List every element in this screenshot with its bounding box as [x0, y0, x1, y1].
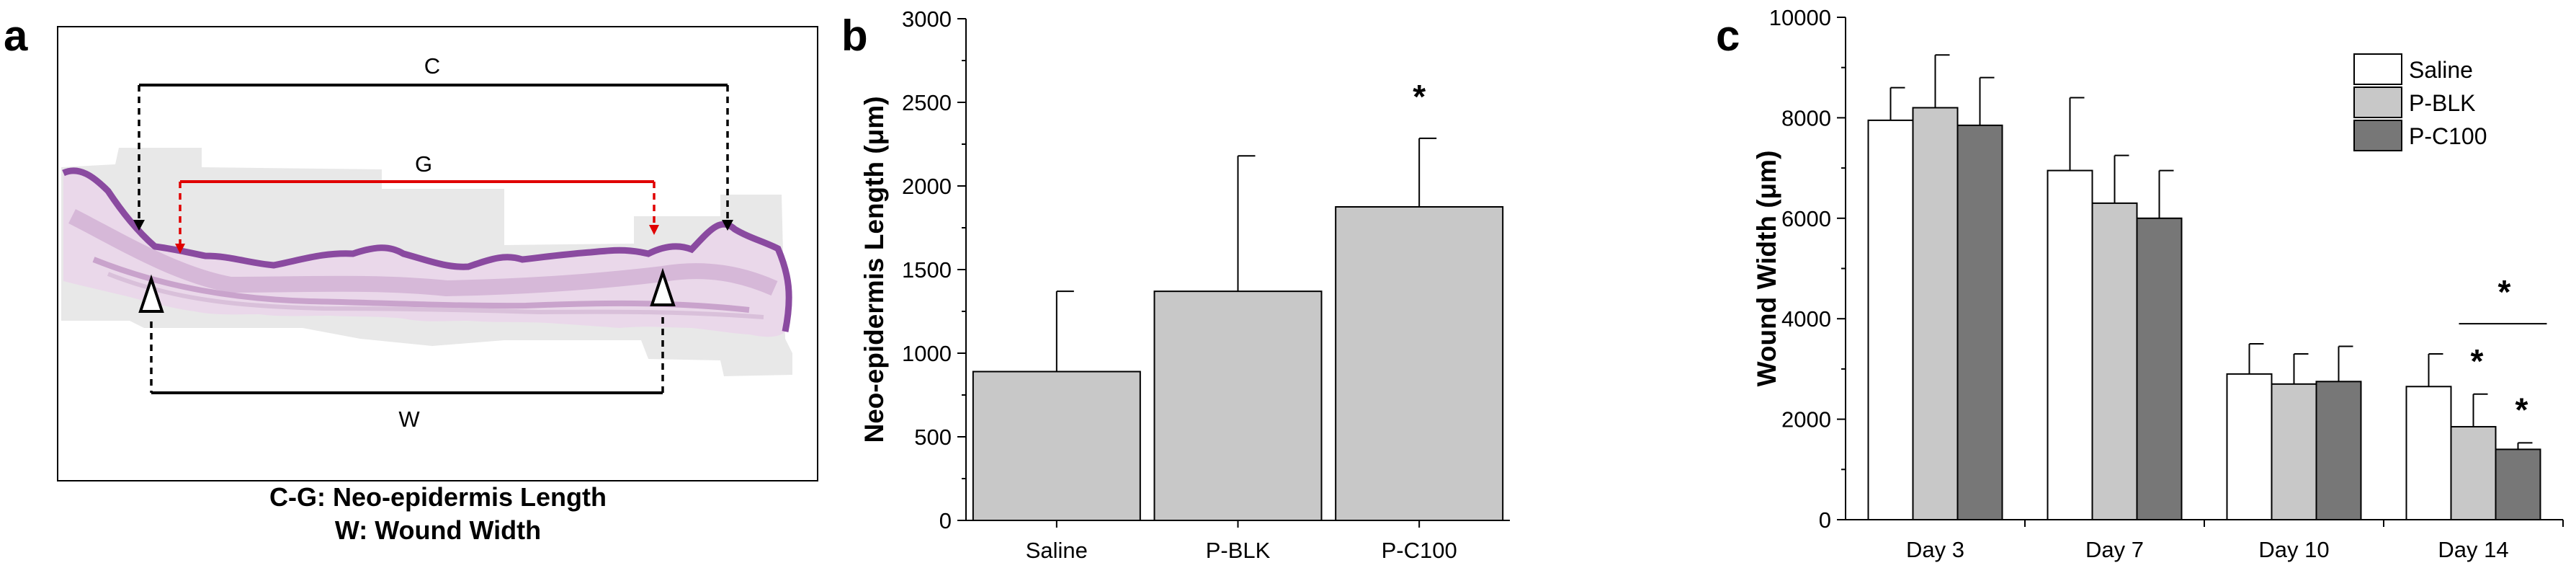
x-tick-label-c: Day 14 [2438, 537, 2508, 562]
bar-p-c100 [2495, 448, 2541, 520]
label-c: C [424, 53, 440, 79]
y-tick-label-c: 8000 [1781, 105, 1831, 130]
y-tick-label-b: 3000 [902, 6, 952, 32]
significance-star-b: * [1413, 78, 1426, 115]
histology-image [61, 148, 792, 376]
legend-swatch-p-c100 [2353, 120, 2402, 151]
bar-p-blk [1153, 290, 1323, 521]
x-tick-label-c: Day 10 [2258, 537, 2329, 562]
panel-b-letter: b [841, 12, 868, 60]
y-tick-label-b: 1500 [902, 257, 952, 283]
y-tick-label-b: 0 [939, 508, 952, 533]
label-g: G [415, 151, 432, 177]
panel-a: a C [4, 12, 818, 545]
bar-p-blk [1912, 107, 1959, 520]
y-tick-label-c: 4000 [1781, 306, 1831, 332]
caption-line-1: C-G: Neo-epidermis Length [269, 482, 607, 512]
x-tick-label-c: Day 7 [2085, 537, 2144, 562]
chart-b: 0 500 1000 1500 2000 2500 3000 Saline P-BLK P-C10… [902, 6, 1510, 563]
bar-p-blk [2271, 383, 2317, 520]
y-axis-title-c: Wound Width (μm) [1752, 151, 1781, 387]
bar-p-c100 [1956, 124, 2003, 521]
legend-label-p-c100: P-C100 [2409, 123, 2487, 149]
y-axis-title-b: Neo-epidermis Length (μm) [859, 96, 889, 443]
y-tick-label-b: 2000 [902, 174, 952, 199]
significance-star-c: * [2471, 342, 2484, 380]
y-tick-label-b: 1000 [902, 341, 952, 366]
legend-swatch-p-blk [2353, 86, 2402, 118]
bar-p-c100 [2315, 381, 2362, 521]
bar-p-blk [2091, 202, 2138, 520]
y-tick-label-c: 6000 [1781, 206, 1831, 231]
panel-b: b 0 500 1000 1500 2000 2500 3000 Saline P-BLK P-C… [841, 6, 1510, 563]
bar-p-c100 [2136, 217, 2183, 520]
panel-c-letter: c [1716, 12, 1740, 60]
significance-star-c: * [2498, 273, 2511, 311]
chart-c: 0 2000 4000 6000 8000 10000 Day 3 Day 7 Day 10 Da… [1769, 5, 2564, 562]
label-w: W [398, 407, 420, 432]
bracket-w [138, 267, 676, 394]
bracket-c [133, 84, 733, 231]
legend-label-saline: Saline [2409, 57, 2473, 83]
bar-saline [1867, 119, 1914, 520]
bar-saline [2405, 386, 2452, 520]
legend-swatch-saline [2353, 53, 2402, 85]
legend-label-p-blk: P-BLK [2409, 90, 2475, 116]
y-tick-label-c: 10000 [1769, 5, 1831, 30]
panel-a-letter: a [4, 12, 28, 60]
panel-c: c 0 2000 4000 6000 8000 10000 Day 3 Day 7 Day 10… [1716, 5, 2564, 562]
x-tick-label-c: Day 3 [1906, 537, 1964, 562]
bar-saline [2226, 373, 2273, 520]
x-tick-label-b: P-BLK [1206, 538, 1271, 563]
x-tick-label-b: Saline [1026, 538, 1088, 563]
bar-saline [2047, 169, 2093, 521]
y-tick-label-b: 2500 [902, 90, 952, 115]
caption-line-2: W: Wound Width [335, 515, 541, 545]
y-tick-label-c: 2000 [1781, 407, 1831, 432]
bar-saline [972, 370, 1141, 522]
x-tick-label-b: P-C100 [1382, 538, 1457, 563]
bar-p-c100 [1335, 206, 1504, 521]
y-tick-label-b: 500 [914, 425, 952, 450]
bar-p-blk [2450, 426, 2497, 520]
significance-star-c: * [2515, 391, 2528, 428]
y-tick-label-c: 0 [1819, 507, 1831, 533]
bracket-g [175, 180, 659, 254]
